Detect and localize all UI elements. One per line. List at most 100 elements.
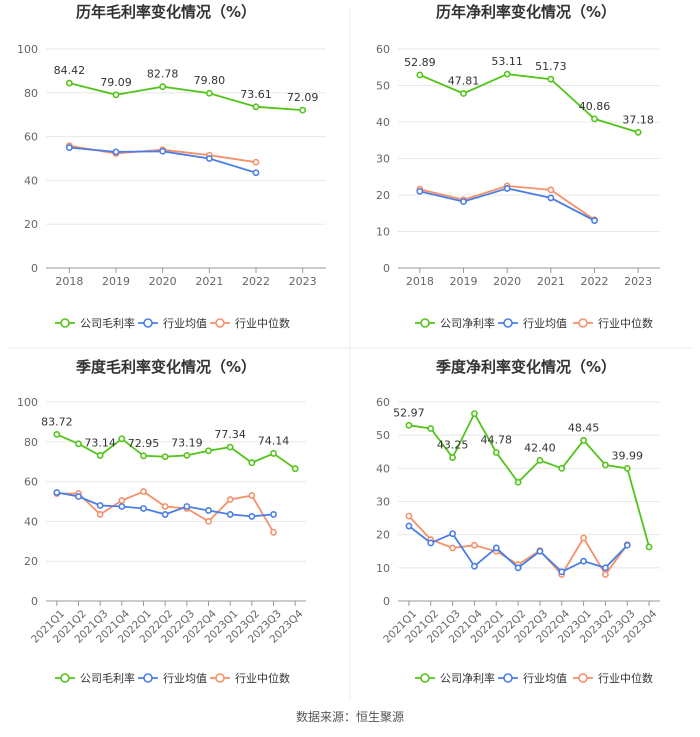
data-point-median (248, 492, 256, 499)
data-point-company (161, 453, 169, 461)
data-point-avg (112, 148, 120, 156)
data-point-avg (405, 522, 413, 530)
data-label: 48.45 (568, 421, 600, 434)
data-point-company (270, 450, 277, 457)
data-point-company (645, 543, 653, 551)
data-label: 77.34 (214, 428, 246, 441)
data-point-median (140, 488, 147, 495)
x-tick-label: 2020 (149, 275, 177, 288)
legend-marker (60, 673, 70, 683)
data-label: 73.61 (240, 88, 272, 101)
data-point-avg (118, 503, 126, 510)
series-line-avg (419, 187, 595, 222)
data-point-avg (270, 511, 277, 518)
legend-label: 公司毛利率 (80, 671, 135, 685)
data-point-company (514, 478, 522, 486)
series-line-company (408, 411, 650, 548)
data-label: 37.18 (622, 113, 654, 126)
x-tick-label: 2021 (195, 275, 223, 288)
y-tick-label: 0 (31, 595, 38, 608)
x-tick-label: 2020 (493, 275, 521, 288)
data-point-company (248, 459, 256, 467)
data-label: 72.95 (128, 437, 160, 450)
data-label: 51.73 (535, 60, 567, 73)
chart-title: 历年毛利率变化情况（%） (76, 3, 256, 21)
data-point-median (205, 518, 212, 525)
y-tick-label: 30 (376, 153, 390, 166)
x-tick-label: 2023 (289, 275, 317, 288)
legend-label: 行业均值 (523, 672, 567, 685)
data-label: 52.89 (404, 56, 436, 69)
y-tick-label: 80 (24, 87, 38, 100)
y-tick-label: 50 (376, 429, 390, 442)
x-tick-label: 2023 (624, 275, 652, 288)
data-point-company (503, 70, 511, 78)
legend-item-company: 公司净利率 (415, 316, 495, 330)
data-label: 83.72 (41, 415, 73, 428)
series-line-company (419, 73, 639, 134)
legend-item-company: 公司净利率 (415, 671, 495, 685)
legend-label: 行业中位数 (235, 671, 290, 685)
legend-item-median: 行业中位数 (573, 316, 653, 330)
legend-item-median: 行业中位数 (573, 671, 653, 685)
data-point-median (602, 571, 609, 578)
data-label: 43.25 (437, 439, 469, 452)
data-point-avg (580, 557, 587, 565)
data-point-company (580, 436, 587, 444)
x-tick-label: 2022 (581, 275, 609, 288)
legend-marker (578, 318, 588, 328)
data-label: 53.11 (491, 55, 523, 68)
data-point-company (623, 464, 631, 472)
data-point-median (96, 511, 104, 518)
data-point-company (299, 106, 307, 114)
data-point-company (96, 452, 104, 459)
y-tick-label: 20 (24, 218, 38, 231)
x-tick-label: 2018 (406, 275, 434, 288)
data-point-avg (536, 547, 544, 555)
data-point-avg (248, 513, 256, 520)
series-line-company (56, 433, 296, 470)
data-label: 73.14 (84, 436, 116, 449)
data-point-company (449, 454, 456, 461)
data-label: 39.99 (612, 449, 644, 462)
data-point-company (252, 103, 260, 111)
legend-marker (215, 673, 225, 683)
legend-item-median: 行业中位数 (210, 671, 290, 685)
legend-item-median: 行业中位数 (210, 316, 290, 330)
legend-label: 行业均值 (163, 317, 207, 330)
legend-label: 行业中位数 (235, 316, 290, 330)
y-tick-label: 0 (31, 262, 38, 275)
data-point-company (75, 440, 82, 448)
data-point-company (460, 90, 467, 97)
data-point-median (449, 544, 456, 552)
legend-item-avg: 行业均值 (498, 672, 567, 685)
data-label: 40.86 (579, 100, 611, 113)
data-point-company (159, 83, 167, 91)
data-point-company (492, 449, 500, 456)
x-tick-label: 2019 (450, 275, 478, 288)
data-point-median (161, 503, 169, 510)
legend-label: 行业中位数 (598, 671, 653, 685)
data-point-company (591, 115, 598, 123)
legend-marker (215, 318, 225, 328)
y-tick-label: 100 (17, 396, 38, 409)
chart-1: 历年毛利率变化情况（%） 0 20 40 60 80 100 2018 2019 2020 2021… (17, 3, 326, 330)
data-point-company (205, 89, 213, 97)
data-point-median (118, 497, 126, 504)
data-point-company (140, 452, 147, 460)
legend-item-avg: 行业均值 (138, 672, 207, 685)
y-tick-label: 30 (376, 496, 390, 509)
legend-item-avg: 行业均值 (498, 317, 567, 330)
x-tick-label: 2022 (242, 275, 270, 288)
data-point-avg (602, 564, 609, 572)
y-tick-label: 60 (376, 396, 390, 409)
data-point-avg (591, 217, 598, 224)
data-label: 42.40 (524, 441, 556, 454)
data-point-avg (252, 169, 260, 177)
legend-label: 公司净利率 (440, 671, 495, 685)
data-label: 82.78 (147, 68, 179, 81)
data-label: 52.97 (393, 406, 425, 419)
y-tick-label: 60 (24, 131, 38, 144)
legend-marker (503, 673, 513, 683)
